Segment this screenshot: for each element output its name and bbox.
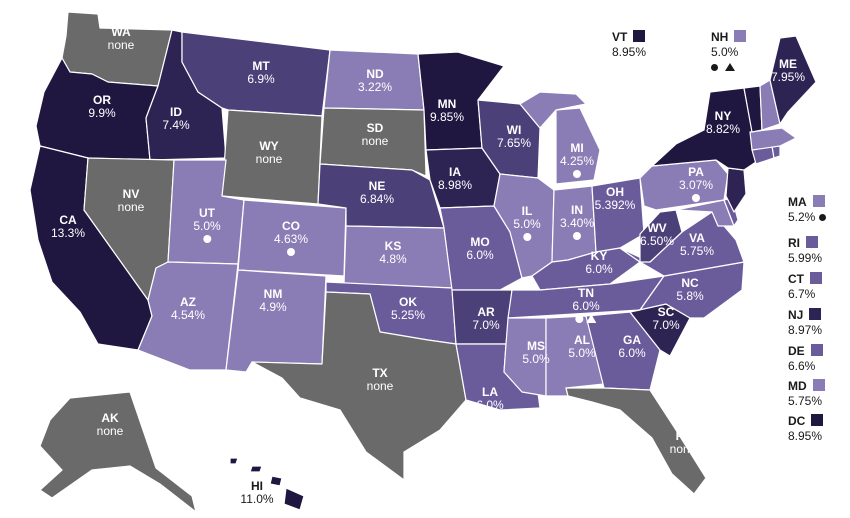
label-or: OR 9.9% <box>88 93 116 120</box>
callout-de: DE 6.6% <box>788 344 848 374</box>
md-swatch <box>812 379 825 391</box>
callout-md: MD 5.75% <box>788 379 848 409</box>
state-ga <box>585 311 661 391</box>
state-ma <box>749 127 797 151</box>
label-ga: GA 6.0% <box>618 333 646 360</box>
state-fl <box>565 387 707 495</box>
label-ny: NY 8.82% <box>705 109 741 136</box>
label-wy: WY none <box>255 139 283 166</box>
state-hi-big <box>283 487 305 511</box>
mi-circle-marker <box>573 170 581 178</box>
state-nm <box>225 269 327 373</box>
nj-swatch <box>809 308 822 320</box>
label-nd: ND 3.22% <box>357 67 393 94</box>
label-co: CO 4.63% <box>274 220 308 259</box>
state-me <box>769 35 817 125</box>
state-hi-kauai <box>229 457 239 465</box>
state-hi-maui <box>269 475 283 487</box>
state-ak <box>39 391 197 513</box>
de-swatch <box>810 344 823 356</box>
ri-swatch <box>806 236 818 248</box>
label-ar: AR 7.0% <box>472 305 500 332</box>
ma-swatch <box>812 195 825 207</box>
label-mt: MT 6.9% <box>247 59 275 86</box>
callout-nj: NJ 8.97% <box>788 308 823 337</box>
label-in: IN 3.40% <box>560 204 594 243</box>
nh-circle-marker <box>711 64 718 71</box>
label-tx: TX none <box>366 366 394 393</box>
callout-dc: DC 8.95% <box>788 414 824 443</box>
callout-ri: RI 5.99% <box>788 236 823 265</box>
dc-swatch <box>811 414 824 426</box>
tn-circle-marker <box>575 315 584 323</box>
ct-swatch <box>810 272 822 284</box>
label-az: AZ 4.54% <box>170 295 206 322</box>
label-wa: WA none <box>107 25 135 52</box>
in-circle-marker <box>573 232 581 240</box>
label-ok: OK 5.25% <box>390 295 426 322</box>
callout-ma: MA 5.2% <box>788 195 848 225</box>
label-ks: KS 4.8% <box>379 239 407 266</box>
state-oh <box>591 177 645 253</box>
label-sc: SC 7.0% <box>652 305 680 332</box>
label-al: AL 5.0% <box>568 333 596 360</box>
co-circle-marker <box>287 248 295 256</box>
state-sd <box>319 107 427 177</box>
label-me: ME 7.95% <box>770 57 806 84</box>
label-ky: KY 6.0% <box>585 249 613 276</box>
nh-triangle-marker <box>724 63 735 71</box>
label-mn: MN 9.85% <box>429 97 465 124</box>
label-id: ID 7.4% <box>162 105 190 132</box>
label-sd: SD none <box>361 121 389 148</box>
pa-circle-marker <box>692 194 700 202</box>
state-mi <box>555 107 601 185</box>
ma-circle-marker <box>819 214 827 221</box>
label-nm: NM 4.9% <box>259 287 287 314</box>
state-ny <box>651 87 757 171</box>
tn-triangle-marker <box>586 314 597 323</box>
label-tn: TN 6.0% <box>572 287 600 326</box>
state-mi-up <box>519 91 587 129</box>
label-la: LA 6.0% <box>476 385 504 412</box>
ut-circle-marker <box>202 235 211 243</box>
label-nv: NV none <box>117 187 145 214</box>
label-ca: CA 13.3% <box>50 213 86 240</box>
callout-ct: CT 6.7% <box>788 272 848 302</box>
label-oh: OH 5.392% <box>594 185 636 212</box>
state-ri <box>771 145 781 159</box>
state-az <box>137 261 239 371</box>
label-ms: MS 5.0% <box>522 339 550 366</box>
state-tx <box>251 291 467 481</box>
label-mo: MO 6.0% <box>466 235 494 262</box>
label-il: IL 5.0% <box>513 205 541 244</box>
label-wv: WV 6.50% <box>639 221 675 248</box>
state-md <box>675 199 735 227</box>
label-ne: NE 6.84% <box>359 179 395 206</box>
label-wi: WI 7.65% <box>496 123 532 150</box>
state-wv <box>639 209 683 263</box>
label-fl: FL none <box>669 429 697 456</box>
vt-swatch <box>633 30 646 42</box>
label-ak: AK none <box>96 411 124 438</box>
label-ut: UT 5.0% <box>193 207 221 246</box>
nh-swatch <box>734 30 747 42</box>
label-va: VA 5.75% <box>679 231 715 258</box>
label-ia: IA 8.98% <box>437 165 473 192</box>
label-pa: PA 3.07% <box>679 166 713 205</box>
state-hi-oahu <box>249 465 263 473</box>
label-nc: NC 5.8% <box>676 276 704 303</box>
label-mi: MI 4.25% <box>560 142 594 181</box>
label-hi: HI 11.0% <box>240 479 274 506</box>
callout-nh: NH 5.0% <box>711 30 747 75</box>
callout-vt: VT 8.95% <box>612 30 647 59</box>
il-circle-marker <box>522 233 531 241</box>
